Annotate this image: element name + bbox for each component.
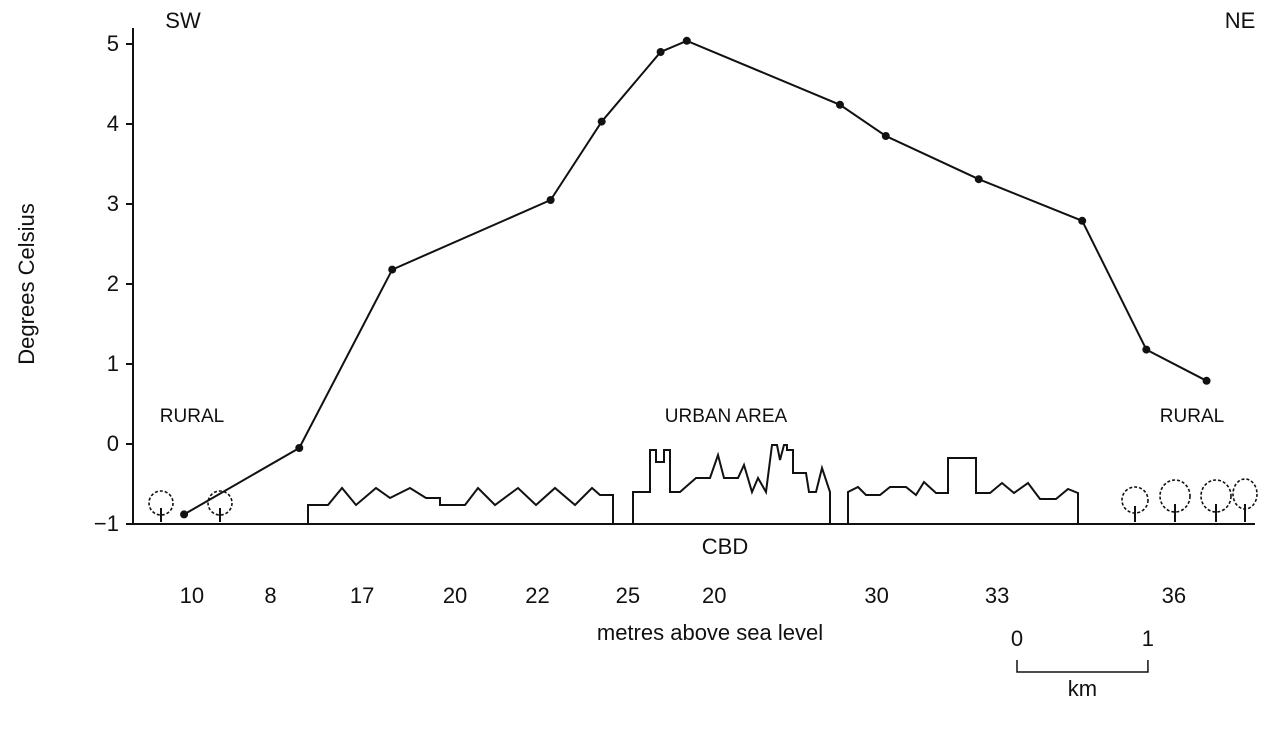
line	[183, 39, 1208, 516]
point	[1202, 376, 1211, 385]
buildings	[307, 444, 1079, 524]
elevation-label: 17	[350, 583, 374, 608]
direction-label: NE	[1225, 8, 1256, 33]
point	[974, 175, 983, 184]
y-tick-label: −1	[94, 511, 119, 536]
scale-label: 0	[1011, 626, 1023, 651]
scale-label: 1	[1142, 626, 1154, 651]
point	[295, 444, 304, 452]
elevation-label: 10	[180, 583, 204, 608]
direction-label: SW	[165, 8, 201, 33]
cbd-label: CBD	[702, 534, 748, 559]
point	[881, 132, 890, 140]
point	[388, 265, 397, 274]
y-tick-label: 0	[107, 431, 119, 456]
elevation-label: 8	[264, 583, 276, 608]
y-tick-label: 4	[107, 111, 119, 136]
scale-unit: km	[1068, 676, 1097, 701]
elevation-label: 36	[1162, 583, 1186, 608]
point	[835, 100, 844, 109]
point	[180, 510, 189, 519]
elevation-label: 20	[443, 583, 467, 608]
scale-bar	[1016, 660, 1149, 673]
trees	[148, 478, 1258, 522]
point	[1078, 216, 1087, 225]
point	[656, 48, 665, 56]
elevation-label: 20	[702, 583, 726, 608]
elevation-label: 33	[985, 583, 1009, 608]
zone-label: RURAL	[1160, 406, 1224, 427]
zone-label: URBAN AREA	[665, 406, 788, 427]
y-tick-label: 1	[107, 351, 119, 376]
point	[597, 117, 606, 126]
y-tick-label: 5	[107, 31, 119, 56]
y-tick-label: 2	[107, 271, 119, 296]
y-axis-title: Degrees Celsius	[14, 203, 39, 364]
point	[682, 36, 691, 45]
elevation-label: 22	[525, 583, 549, 608]
zone-label: RURAL	[160, 406, 224, 427]
elevation-label: 30	[864, 583, 888, 608]
y-tick-label: 3	[107, 191, 119, 216]
point	[1142, 345, 1151, 354]
x-axis-title: metres above sea level	[597, 620, 823, 645]
elevation-label: 25	[616, 583, 640, 608]
point	[546, 196, 555, 204]
